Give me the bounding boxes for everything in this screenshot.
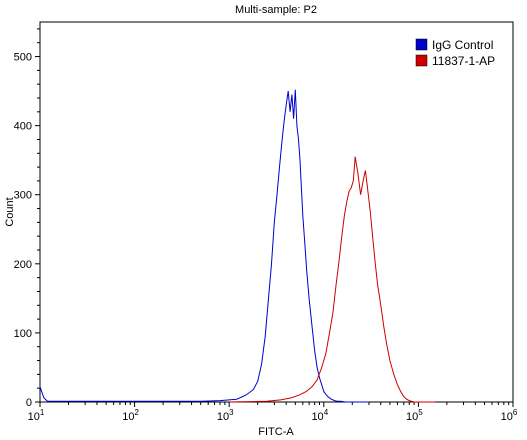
y-axis-title: Count xyxy=(4,197,16,226)
y-tick-label: 100 xyxy=(14,328,32,340)
x-tick-label: 101 xyxy=(28,408,45,423)
y-tick-label: 200 xyxy=(14,259,32,271)
legend-swatch-11837-1-ap xyxy=(415,54,428,67)
plot-frame xyxy=(39,21,514,403)
y-tick-label: 0 xyxy=(26,397,32,409)
series-line-igg-control xyxy=(39,89,369,403)
y-tick-label: 500 xyxy=(14,52,32,64)
y-axis: 0 100 200 300 400 500 xyxy=(14,28,40,409)
x-tick-label: 102 xyxy=(122,408,139,423)
series-line-11837-1-ap xyxy=(229,156,436,403)
legend-label-igg-control: IgG Control xyxy=(432,38,493,52)
x-tick-label: 103 xyxy=(217,408,234,423)
x-tick-label: 105 xyxy=(406,408,423,423)
series-layer xyxy=(39,89,436,403)
legend-swatch-igg-control xyxy=(415,38,428,51)
y-tick-label: 400 xyxy=(14,121,32,133)
legend-label-11837-1-ap: 11837-1-AP xyxy=(432,54,495,68)
x-tick-label: 104 xyxy=(311,408,328,423)
x-axis: 101 102 103 104 105 106 xyxy=(28,402,518,423)
chart-title: Multi-sample: P2 xyxy=(235,4,317,16)
y-tick-label: 300 xyxy=(14,190,32,202)
x-axis-title: FITC-A xyxy=(258,426,294,438)
legend: IgG Control 11837-1-AP xyxy=(415,38,495,68)
x-tick-label: 106 xyxy=(501,408,518,423)
